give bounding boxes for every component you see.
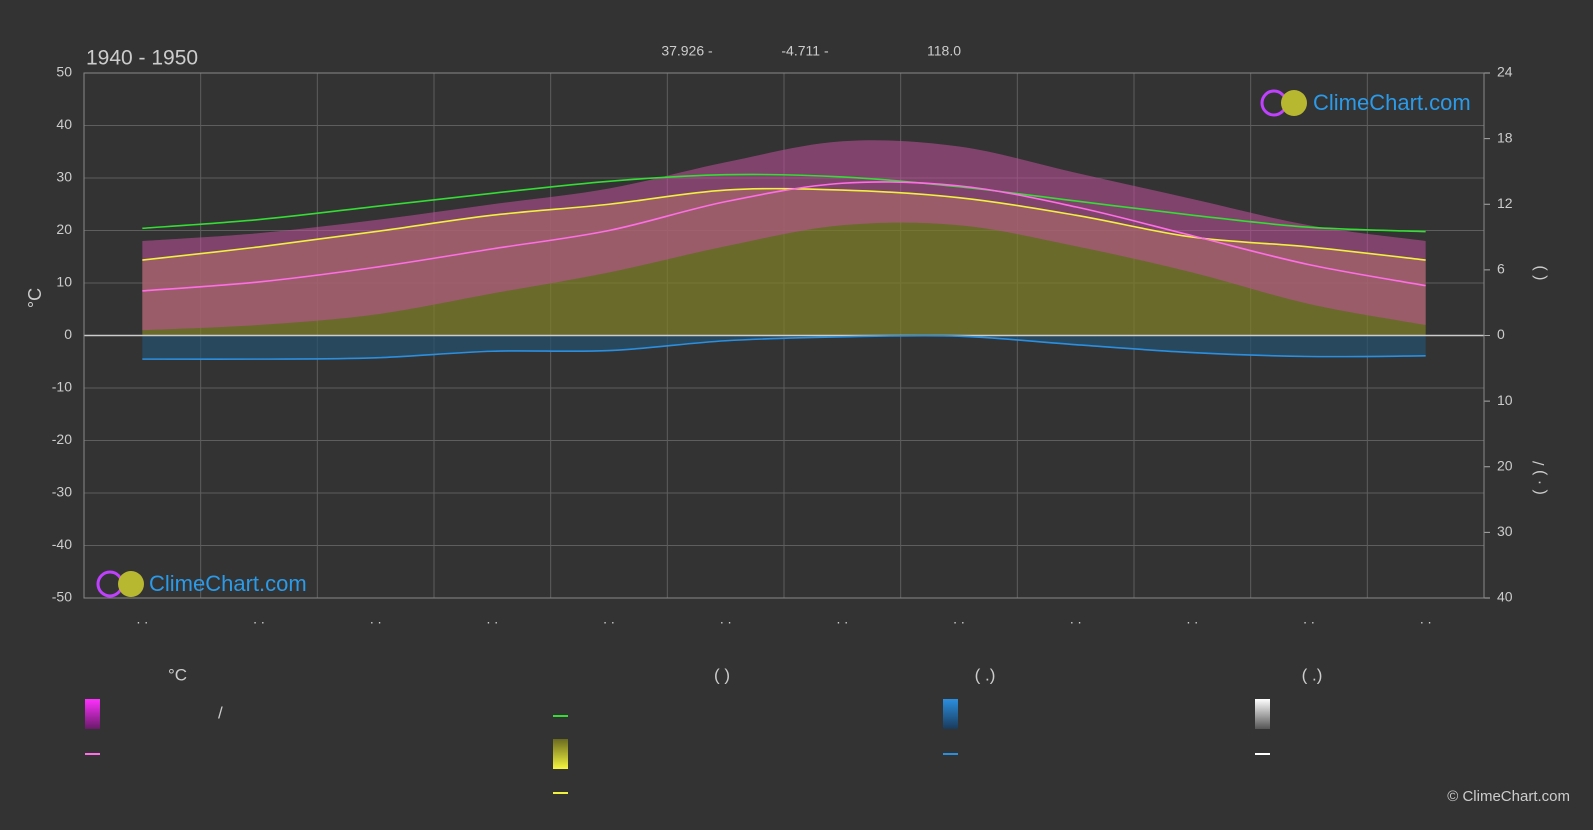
logo-text: ClimeChart.com (149, 571, 307, 596)
x-tick-label: . . (1186, 611, 1198, 627)
range-band (142, 140, 1426, 331)
y3-axis-label: ( · ) / (1531, 461, 1548, 495)
y3-tick-label: 30 (1497, 523, 1513, 539)
x-tick-label: . . (720, 611, 732, 627)
x-tick-label: . . (136, 611, 148, 627)
x-tick-label: . . (603, 611, 615, 627)
y-tick-label: -20 (52, 431, 72, 447)
y-tick-label: 40 (56, 116, 72, 132)
y-tick-label: 10 (56, 274, 72, 290)
y-tick-label: -50 (52, 589, 72, 605)
y2-axis-label: ( ) (1531, 265, 1548, 280)
y3-tick-label: 20 (1497, 457, 1513, 473)
legend-swatch (943, 699, 958, 729)
x-tick-label: . . (370, 611, 382, 627)
line (142, 181, 1426, 292)
x-tick-label: . . (1420, 611, 1432, 627)
x-tick-label: . . (486, 611, 498, 627)
line (142, 334, 1426, 361)
legend-swatch (1255, 699, 1270, 729)
y2-tick-label: 18 (1497, 129, 1513, 145)
x-tick-label: . . (836, 611, 848, 627)
logo-text: ClimeChart.com (1313, 90, 1471, 115)
y-tick-label: -10 (52, 379, 72, 395)
chart-title: 1940 - 1950 (86, 47, 198, 70)
y-tick-label: 20 (56, 221, 72, 237)
copyright: © ClimeChart.com (1447, 788, 1570, 805)
legend-heading: ( .) (1302, 665, 1323, 684)
y2-tick-label: 12 (1497, 195, 1513, 211)
y2-tick-label: 0 (1497, 326, 1505, 342)
x-tick-label: . . (953, 611, 965, 627)
y-tick-label: 50 (56, 64, 72, 80)
plot-frame (83, 72, 1485, 599)
legend-heading: ( ) (714, 665, 730, 684)
y2-tick-label: 6 (1497, 261, 1505, 277)
y-tick-label: 0 (64, 326, 72, 342)
legend-heading: ( .) (975, 665, 996, 684)
x-tick-label: . . (1070, 611, 1082, 627)
legend-swatch (553, 739, 568, 769)
header-value: 118.0 (927, 43, 961, 59)
y-axis-label: °C (25, 288, 45, 308)
y3-tick-label: 10 (1497, 392, 1513, 408)
y-tick-label: -30 (52, 484, 72, 500)
logo: ClimeChart.com (96, 570, 307, 598)
y3-tick-label: 40 (1497, 589, 1513, 605)
x-tick-label: . . (1303, 611, 1315, 627)
area (142, 335, 1426, 360)
y2-tick-label: 24 (1497, 64, 1513, 80)
header-value: -4.711 - (781, 43, 829, 59)
y-tick-label: -40 (52, 536, 72, 552)
y-tick-label: 30 (56, 169, 72, 185)
legend-heading: °C (168, 665, 187, 684)
legend-text: / (218, 703, 223, 722)
logo: ClimeChart.com (1260, 89, 1471, 117)
legend-swatch (85, 699, 100, 729)
header-value: 37.926 - (661, 43, 713, 59)
x-tick-label: . . (253, 611, 265, 627)
line (142, 173, 1426, 233)
